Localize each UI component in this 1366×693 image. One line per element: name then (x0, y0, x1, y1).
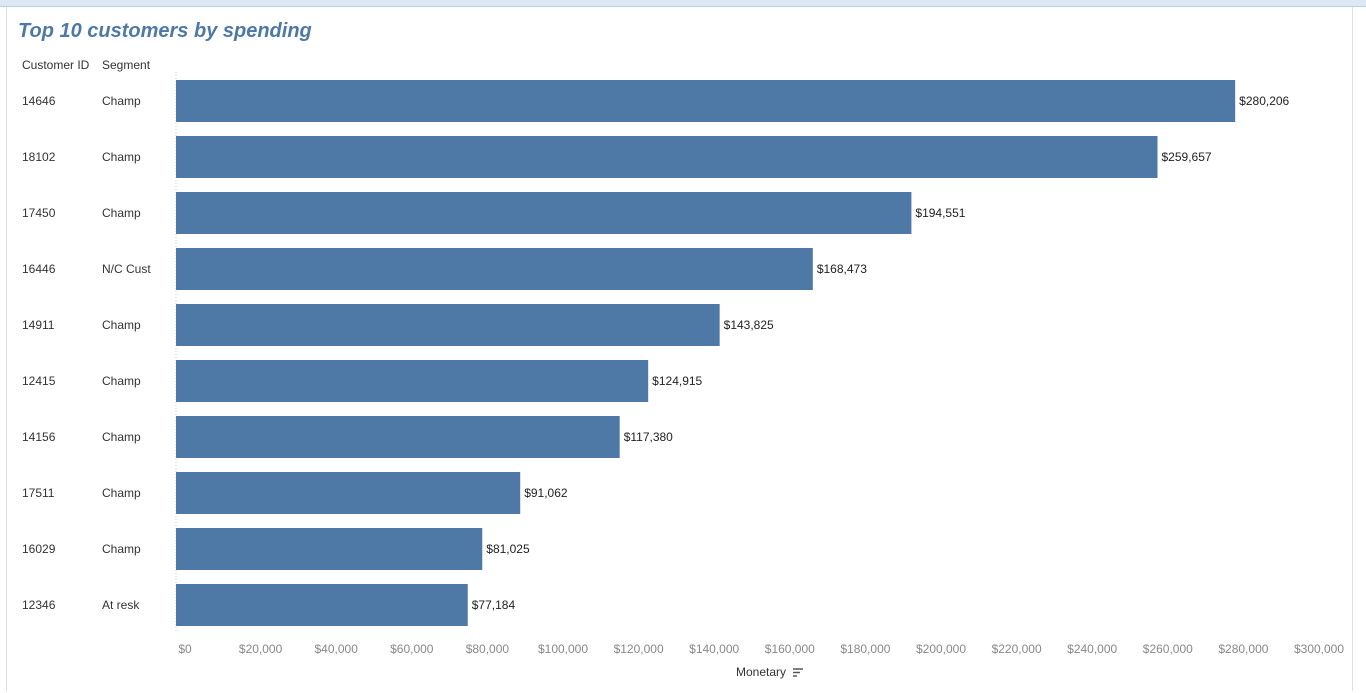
bar[interactable] (176, 136, 1158, 178)
data-label: $280,206 (1239, 94, 1289, 108)
x-tick-label: $240,000 (1067, 642, 1117, 656)
bar[interactable] (176, 304, 720, 346)
x-tick-label: $300,000 (1294, 642, 1344, 656)
segment-cell[interactable]: At resk (102, 598, 140, 612)
bar[interactable] (176, 80, 1236, 122)
bar[interactable] (176, 248, 813, 290)
segment-cell[interactable]: Champ (102, 430, 141, 444)
customer-id-cell[interactable]: 12415 (22, 374, 56, 388)
customer-id-cell[interactable]: 17511 (22, 486, 55, 500)
chart-title: Top 10 customers by spending (18, 20, 312, 42)
customer-id-cell[interactable]: 14911 (22, 318, 55, 332)
x-tick-label: $20,000 (239, 642, 283, 656)
segment-cell[interactable]: Champ (102, 150, 141, 164)
segment-cell[interactable]: Champ (102, 542, 141, 556)
segment-cell[interactable]: Champ (102, 206, 141, 220)
dashboard-frame (6, 7, 1353, 691)
data-label: $124,915 (652, 374, 702, 388)
x-tick-label: $0 (178, 642, 192, 656)
customer-id-cell[interactable]: 17450 (22, 206, 56, 220)
x-tick-label: $120,000 (614, 642, 664, 656)
top-strip (0, 0, 1366, 7)
x-tick-label: $140,000 (689, 642, 739, 656)
customer-id-cell[interactable]: 14646 (22, 94, 56, 108)
sort-descending-icon[interactable] (792, 667, 804, 677)
bar[interactable] (176, 416, 620, 458)
segment-cell[interactable]: N/C Cust (102, 262, 151, 276)
x-tick-label: $180,000 (840, 642, 890, 656)
bar[interactable] (176, 528, 483, 570)
x-tick-label: $200,000 (916, 642, 966, 656)
x-axis-title-group: Monetary (736, 665, 804, 679)
segment-header[interactable]: Segment (102, 58, 151, 72)
data-label: $117,380 (624, 430, 673, 444)
bar[interactable] (176, 360, 649, 402)
customer-id-cell[interactable]: 12346 (22, 598, 56, 612)
customer-id-cell[interactable]: 18102 (22, 150, 56, 164)
segment-cell[interactable]: Champ (102, 94, 141, 108)
bar[interactable] (176, 584, 468, 626)
data-label: $81,025 (486, 542, 530, 556)
bar[interactable] (176, 472, 521, 514)
customer-id-cell[interactable]: 16029 (22, 542, 56, 556)
data-label: $91,062 (524, 486, 568, 500)
segment-cell[interactable]: Champ (102, 486, 141, 500)
bar[interactable] (176, 192, 912, 234)
x-tick-label: $40,000 (315, 642, 359, 656)
x-tick-label: $260,000 (1143, 642, 1193, 656)
x-tick-label: $60,000 (390, 642, 434, 656)
customer-id-cell[interactable]: 14156 (22, 430, 56, 444)
x-tick-label: $160,000 (765, 642, 815, 656)
segment-cell[interactable]: Champ (102, 318, 141, 332)
x-tick-label: $80,000 (466, 642, 510, 656)
x-tick-label: $100,000 (538, 642, 588, 656)
x-tick-label: $220,000 (992, 642, 1042, 656)
data-label: $194,551 (915, 206, 965, 220)
data-label: $143,825 (724, 318, 774, 332)
customer-id-header[interactable]: Customer ID (22, 58, 90, 72)
data-label: $168,473 (817, 262, 867, 276)
x-tick-label: $280,000 (1218, 642, 1268, 656)
segment-cell[interactable]: Champ (102, 374, 141, 388)
x-axis-title: Monetary (736, 665, 787, 679)
data-label: $77,184 (472, 598, 516, 612)
customer-id-cell[interactable]: 16446 (22, 262, 56, 276)
data-label: $259,657 (1162, 150, 1212, 164)
